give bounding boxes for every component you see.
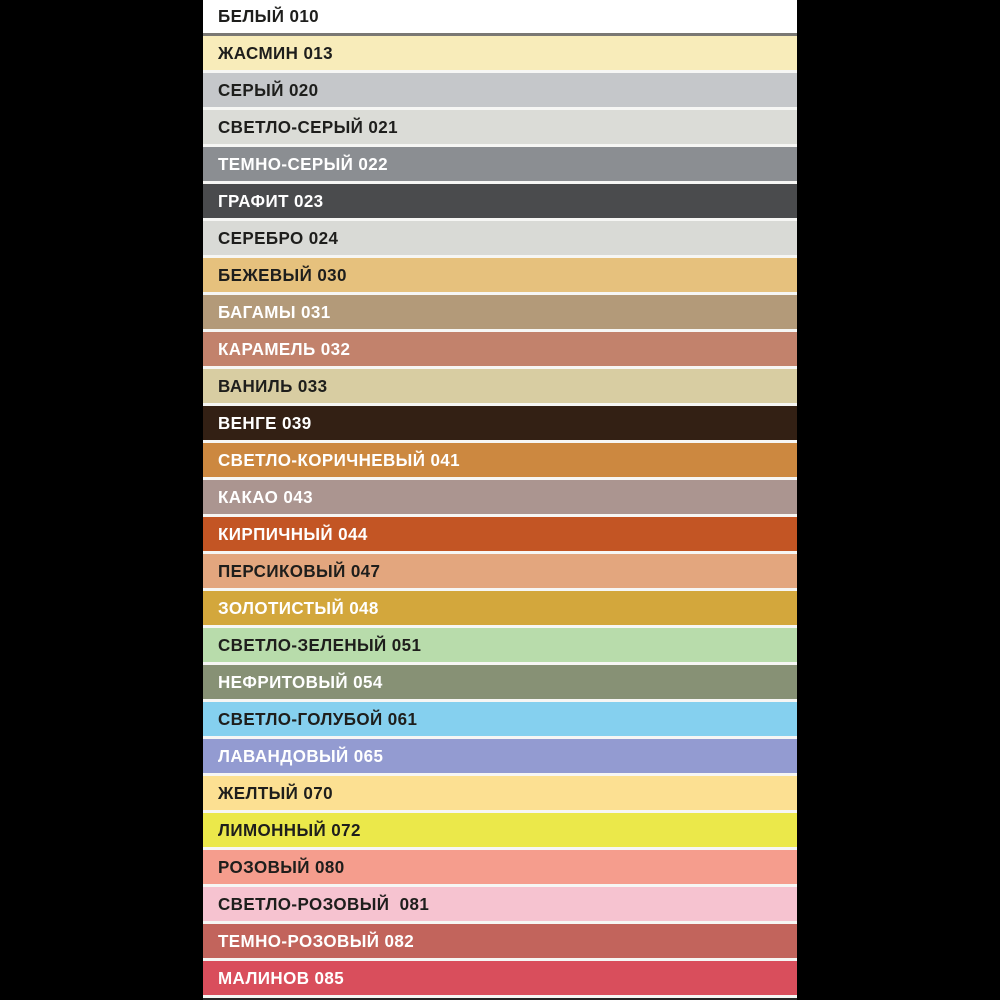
color-swatch-label: ЖАСМИН 013 — [218, 43, 334, 63]
color-swatch-label: СВЕТЛО-ГОЛУБОЙ 061 — [218, 709, 418, 729]
color-swatch-row: БЕЖЕВЫЙ 030 — [203, 258, 797, 292]
color-swatch-row: НЕФРИТОВЫЙ 054 — [203, 665, 797, 699]
color-swatch-row: СЕРЫЙ 020 — [203, 73, 797, 107]
color-swatch-label: ЛАВАНДОВЫЙ 065 — [218, 746, 384, 766]
color-swatch-label: БЕЖЕВЫЙ 030 — [218, 265, 347, 285]
color-swatch-label: ТЕМНО-РОЗОВЫЙ 082 — [218, 931, 415, 951]
color-swatch-label: ВАНИЛЬ 033 — [218, 376, 328, 396]
color-swatch-row: ТЕМНО-СЕРЫЙ 022 — [203, 147, 797, 181]
color-swatch-label: СВЕТЛО-ЗЕЛЕНЫЙ 051 — [218, 635, 422, 655]
color-swatch-row: ВАНИЛЬ 033 — [203, 369, 797, 403]
color-swatch-label: СЕРЫЙ 020 — [218, 80, 319, 100]
color-swatch-row: БАГАМЫ 031 — [203, 295, 797, 329]
color-swatch-label: ЖЕЛТЫЙ 070 — [218, 783, 333, 803]
color-swatch-label: ТЕМНО-СЕРЫЙ 022 — [218, 154, 388, 174]
color-swatch-label: КИРПИЧНЫЙ 044 — [218, 524, 368, 544]
color-swatch-label: ГРАФИТ 023 — [218, 191, 324, 211]
color-swatch-row: СВЕТЛО-ГОЛУБОЙ 061 — [203, 702, 797, 736]
color-swatch-row: СВЕТЛО-РОЗОВЫЙ 081 — [203, 887, 797, 921]
color-swatch-list: БЕЛЫЙ 010 ЖАСМИН 013 СЕРЫЙ 020 СВЕТЛО-СЕРЫЙ… — [203, 0, 797, 1000]
color-swatch-row: КАРАМЕЛЬ 032 — [203, 332, 797, 366]
color-swatch-label: ВЕНГЕ 039 — [218, 413, 312, 433]
color-swatch-row: ЗОЛОТИСТЫЙ 048 — [203, 591, 797, 625]
color-swatch-label: СВЕТЛО-КОРИЧНЕВЫЙ 041 — [218, 450, 461, 470]
color-swatch-row: ГРАФИТ 023 — [203, 184, 797, 218]
color-swatch-label: СЕРЕБРО 024 — [218, 228, 339, 248]
color-swatch-row: ВЕНГЕ 039 — [203, 406, 797, 440]
color-swatch-label: БАГАМЫ 031 — [218, 302, 331, 322]
color-swatch-row: КАКАО 043 — [203, 480, 797, 514]
color-swatch-label: РОЗОВЫЙ 080 — [218, 857, 345, 877]
color-swatch-row: СЕРЕБРО 024 — [203, 221, 797, 255]
color-swatch-row: БЕЛЫЙ 010 — [203, 0, 797, 33]
bottom-partial-row — [203, 998, 797, 1000]
color-swatch-row: ЛИМОННЫЙ 072 — [203, 813, 797, 847]
color-swatch-row: ПЕРСИКОВЫЙ 047 — [203, 554, 797, 588]
color-swatch-label: КАКАО 043 — [218, 487, 313, 507]
color-swatch-label: ЗОЛОТИСТЫЙ 048 — [218, 598, 379, 618]
color-swatch-label: СВЕТЛО-СЕРЫЙ 021 — [218, 117, 398, 137]
color-swatch-row: СВЕТЛО-СЕРЫЙ 021 — [203, 110, 797, 144]
color-swatch-label: МАЛИНОВ 085 — [218, 968, 345, 988]
color-swatch-row: ЛАВАНДОВЫЙ 065 — [203, 739, 797, 773]
color-swatch-row: СВЕТЛО-ЗЕЛЕНЫЙ 051 — [203, 628, 797, 662]
color-swatch-row: СВЕТЛО-КОРИЧНЕВЫЙ 041 — [203, 443, 797, 477]
color-swatch-label: НЕФРИТОВЫЙ 054 — [218, 672, 383, 692]
color-swatch-row: ЖЕЛТЫЙ 070 — [203, 776, 797, 810]
color-swatch-row: ЖАСМИН 013 — [203, 36, 797, 70]
color-swatch-label: БЕЛЫЙ 010 — [218, 6, 320, 27]
color-swatch-row: ТЕМНО-РОЗОВЫЙ 082 — [203, 924, 797, 958]
color-swatch-row: РОЗОВЫЙ 080 — [203, 850, 797, 884]
color-swatch-row: МАЛИНОВ 085 — [203, 961, 797, 995]
color-swatch-label: ЛИМОННЫЙ 072 — [218, 820, 361, 840]
color-swatch-row: КИРПИЧНЫЙ 044 — [203, 517, 797, 551]
color-swatch-label: ПЕРСИКОВЫЙ 047 — [218, 561, 381, 581]
color-swatch-label: КАРАМЕЛЬ 032 — [218, 339, 351, 359]
color-swatch-label: СВЕТЛО-РОЗОВЫЙ 081 — [218, 894, 430, 914]
